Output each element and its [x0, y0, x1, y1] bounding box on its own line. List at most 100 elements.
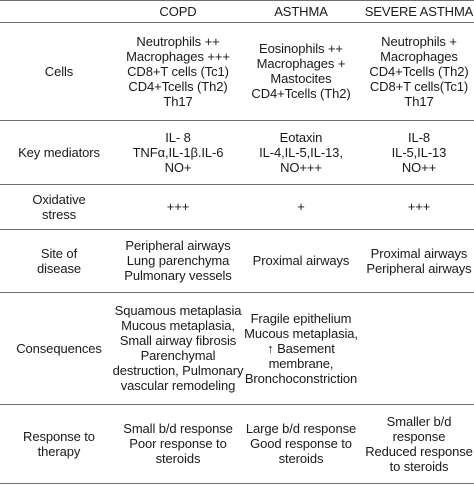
cell-text-line: Proximal airways: [370, 245, 468, 261]
cell-text-line: disease: [36, 260, 82, 276]
row-divider: [0, 184, 474, 185]
cell-text-line: Macrophages +: [256, 56, 346, 71]
cell-text-line: Mucous metaplasia,: [121, 318, 235, 333]
row-divider: [0, 120, 474, 121]
severe-asthma-cell: Proximal airways Peripheral airways: [364, 230, 474, 291]
cell-text-line: Oxidative: [32, 191, 86, 207]
cell-text-line: Poor response to: [129, 436, 227, 451]
cell-text-line: Good response to: [250, 436, 352, 451]
table-bottom-rule: [0, 483, 474, 484]
cell-text-line: Neutrophils +: [381, 33, 457, 49]
row-divider: [0, 229, 474, 230]
cell-text-line: Response to: [23, 428, 95, 444]
severe-asthma-cell: Smaller b/d response Reduced response to st…: [364, 405, 474, 482]
cell-text-line: response: [392, 428, 446, 444]
severe-asthma-cell: Neutrophils + Macrophages CD4+Tcells (Th2)…: [364, 23, 474, 119]
cell-text-line: Mastocites: [270, 71, 332, 86]
cell-text-line: +++: [166, 199, 190, 214]
cell-text-line: Peripheral airways: [366, 260, 472, 276]
table-row: Cells Neutrophils ++ Macrophages +++ CD8+T …: [0, 23, 474, 119]
cell-text-line: Site of: [40, 245, 78, 261]
row-label: Oxidative stress: [0, 185, 118, 228]
header-copd: COPD: [159, 4, 197, 19]
cell-text-line: therapy: [37, 443, 81, 459]
cell-text-line: CD4+Tcells (Th2): [369, 63, 469, 79]
cell-text-line: TNFα,IL-1β.IL-6: [132, 144, 224, 160]
cell-text-line: Macrophages +++: [126, 48, 230, 64]
cell-text-line: Eosinophils ++: [259, 41, 343, 56]
cell-text-line: Neutrophils ++: [136, 33, 220, 49]
cell-text-line: Reduced response: [365, 443, 473, 459]
cell-text-line: Th17: [163, 93, 193, 109]
cell-text-line: CD8+T cells (Tc1): [127, 63, 229, 79]
copd-cell: +++: [118, 185, 238, 228]
cell-text-line: NO+: [164, 159, 192, 175]
cell-text-line: Mucous metaplasia,: [244, 325, 358, 341]
severe-asthma-cell: [364, 293, 474, 403]
row-label: Site of disease: [0, 230, 118, 291]
cell-text-line: stress: [41, 206, 77, 222]
copd-cell: Neutrophils ++ Macrophages +++ CD8+T cells…: [118, 23, 238, 119]
asthma-cell: Fragile epithelium Mucous metaplasia, ↑ Ba…: [238, 293, 364, 403]
copd-cell: IL- 8 TNFα,IL-1β.IL-6 NO+: [118, 121, 238, 183]
table-row: Consequences Squamous metaplasia Mucous me…: [0, 293, 474, 403]
cell-text-line: Parenchymal: [140, 348, 216, 363]
asthma-cell: Large b/d response Good response to steroi…: [238, 405, 364, 482]
copd-cell: Squamous metaplasia Mucous metaplasia, Sma…: [113, 293, 244, 403]
cell-text-line: CD8+T cells(Tc1): [369, 78, 469, 94]
severe-asthma-cell: +++: [364, 185, 474, 228]
asthma-cell: +: [238, 185, 364, 228]
asthma-cell: Eotaxin IL-4,IL-5,IL-13, NO+++: [238, 121, 364, 183]
table-row: Site of disease Peripheral airways Lung par…: [0, 230, 474, 291]
cell-text-line: Large b/d response: [245, 421, 357, 436]
cell-text-line: ↑ Basement: [267, 340, 335, 356]
header-row: COPD ASTHMA SEVERE ASTHMA: [0, 1, 474, 22]
header-asthma: ASTHMA: [274, 4, 328, 19]
table-top-rule: [0, 0, 474, 1]
cell-text-line: Bronchoconstriction: [244, 370, 358, 386]
cell-text-line: Eotaxin: [279, 129, 323, 145]
cell-text-line: Macrophages: [380, 48, 458, 64]
cell-text-line: +: [297, 199, 305, 214]
table-row: Response to therapy Small b/d response Poor…: [0, 405, 474, 482]
row-label: Consequences: [0, 293, 118, 403]
severe-asthma-cell: IL-8 IL-5,IL-13 NO++: [364, 121, 474, 183]
cell-text-line: NO++: [401, 159, 437, 175]
cell-text-line: Peripheral airways: [125, 238, 231, 253]
cell-text-line: Squamous metaplasia: [114, 303, 242, 318]
cell-text-line: destruction, Pulmonary: [112, 363, 244, 378]
row-label: Response to therapy: [0, 405, 118, 482]
cell-text-line: to steroids: [389, 458, 449, 474]
cell-text-line: Fragile epithelium: [250, 310, 352, 326]
cell-text-line: NO+++: [280, 159, 322, 175]
copd-cell: Small b/d response Poor response to steroi…: [118, 405, 238, 482]
cell-text-line: IL- 8: [165, 129, 191, 145]
asthma-cell: Eosinophils ++ Macrophages + Mastocites CD4…: [238, 23, 364, 119]
row-divider: [0, 404, 474, 405]
cell-text-line: Small airway fibrosis: [119, 333, 237, 348]
cell-text-line: IL-5,IL-13: [391, 144, 447, 160]
cell-text-line: Cells: [44, 63, 74, 79]
cell-text-line: Pulmonary vessels: [124, 268, 232, 283]
cell-text-line: Small b/d response: [123, 421, 233, 436]
cell-text-line: CD4+Tcells (Th2): [251, 86, 351, 101]
cell-text-line: Consequences: [16, 340, 102, 356]
cell-text-line: IL-4,IL-5,IL-13,: [259, 144, 343, 160]
header-severe-asthma: SEVERE ASTHMA: [364, 4, 474, 19]
cell-text-line: steroids: [155, 451, 201, 466]
header-empty-cell: [0, 1, 118, 22]
cell-text-line: CD4+Tcells (Th2): [128, 78, 228, 94]
cell-text-line: vascular remodeling: [120, 378, 236, 393]
cell-text-line: Key mediators: [18, 144, 100, 160]
cell-text-line: membrane,: [268, 355, 334, 371]
cell-text-line: Smaller b/d: [386, 413, 452, 429]
cell-text-line: Lung parenchyma: [126, 253, 230, 268]
row-label: Key mediators: [0, 121, 118, 183]
asthma-cell: Proximal airways: [238, 230, 364, 291]
cell-text-line: steroids: [278, 451, 324, 466]
table-row: Key mediators IL- 8 TNFα,IL-1β.IL-6 NO+ Eota…: [0, 121, 474, 183]
row-label: Cells: [0, 23, 118, 119]
row-divider: [0, 292, 474, 293]
cell-text-line: +++: [407, 199, 431, 214]
